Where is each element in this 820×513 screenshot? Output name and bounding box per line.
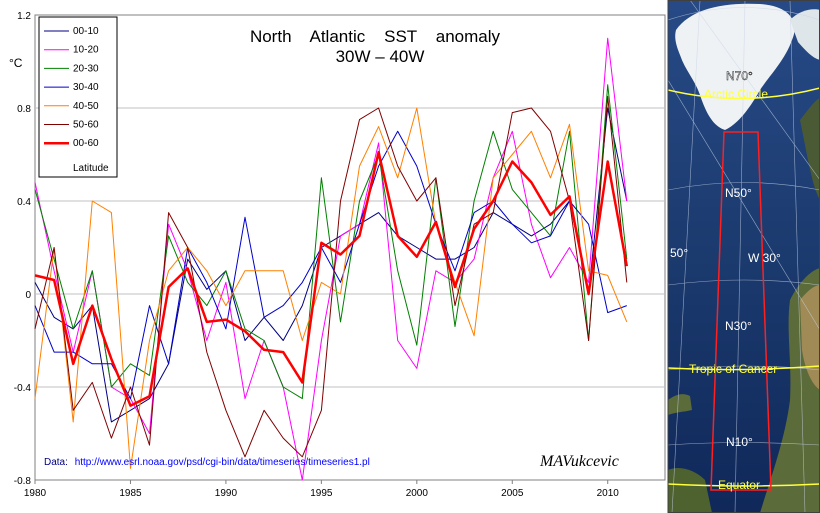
x-tick-label: 2005 xyxy=(501,488,524,499)
x-tick-label: 1980 xyxy=(24,488,47,499)
map-panel: N70° Arctic Circle N50° 50° W 30° N30° T… xyxy=(667,0,820,513)
data-source: Data: http://www.esrl.noaa.gov/psd/cgi-b… xyxy=(44,457,370,468)
y-tick-label: 0.4 xyxy=(17,197,31,208)
y-tick-labels: -0.8 -0.4 0 0.4 0.8 1.2 xyxy=(14,11,32,487)
legend-label: 30-40 xyxy=(73,82,99,93)
gridlines xyxy=(35,107,665,388)
legend: 00-10 10-20 20-30 30-40 40-50 50-60 00-60 Lati… xyxy=(38,16,118,178)
label-w30: W 30° xyxy=(748,251,781,265)
label-equator: Equator xyxy=(718,478,760,492)
study-region-box xyxy=(710,131,772,491)
label-arctic-circle: Arctic Circle xyxy=(704,87,768,101)
data-source-label: Data: xyxy=(44,457,68,468)
series-line-00-10 xyxy=(34,107,628,423)
series-line-00-60 xyxy=(34,150,629,407)
y-axis-unit: °C xyxy=(9,56,23,70)
legend-label: 50-60 xyxy=(73,120,99,131)
label-w50: 50° xyxy=(670,246,688,260)
legend-label: 10-20 xyxy=(73,45,99,56)
plot-area xyxy=(34,14,666,481)
tropic-line xyxy=(668,365,820,371)
greenland-ice xyxy=(675,3,795,130)
label-tropic: Tropic of Cancer xyxy=(689,362,777,376)
legend-label: 00-60 xyxy=(73,138,99,149)
y-tick-label: -0.8 xyxy=(14,476,32,487)
author-signature: MAVukcevic xyxy=(539,453,619,470)
europe-land xyxy=(800,98,820,200)
label-n50: N50° xyxy=(725,186,752,200)
label-n70: N70° xyxy=(726,69,753,83)
legend-label: 00-10 xyxy=(73,26,99,37)
sahara xyxy=(800,285,820,390)
legend-box xyxy=(38,16,118,178)
series-lines xyxy=(34,37,629,481)
x-tick-labels: 1980 1985 1990 1995 2000 2005 2010 xyxy=(24,480,619,499)
series-line-50-60 xyxy=(34,95,628,458)
legend-latitude: Latitude xyxy=(73,163,109,174)
legend-label: 20-30 xyxy=(73,63,99,74)
south-america xyxy=(668,468,712,513)
y-tick-label: 0 xyxy=(25,290,31,301)
equator-line xyxy=(668,483,820,487)
caribbean-land xyxy=(668,394,692,415)
x-tick-label: 1990 xyxy=(215,488,238,499)
arctic-land xyxy=(790,9,820,60)
y-tick-label: -0.4 xyxy=(14,383,32,394)
data-source-url[interactable]: http://www.esrl.noaa.gov/psd/cgi-bin/dat… xyxy=(75,457,370,468)
chart-title: North Atlantic SST anomaly xyxy=(250,27,501,46)
legend-label: 40-50 xyxy=(73,101,99,112)
series-line-40-50 xyxy=(34,107,628,469)
y-tick-label: 1.2 xyxy=(17,11,31,22)
label-n10: N10° xyxy=(726,435,753,449)
series-line-30-40 xyxy=(34,130,627,400)
x-tick-label: 2000 xyxy=(406,488,429,499)
chart-subtitle: 30W – 40W xyxy=(336,47,425,66)
label-n30: N30° xyxy=(725,319,752,333)
x-tick-label: 2010 xyxy=(597,488,620,499)
x-tick-label: 1985 xyxy=(119,488,142,499)
y-tick-label: 0.8 xyxy=(17,104,31,115)
arctic-circle-line xyxy=(668,87,820,100)
x-tick-label: 1995 xyxy=(310,488,333,499)
